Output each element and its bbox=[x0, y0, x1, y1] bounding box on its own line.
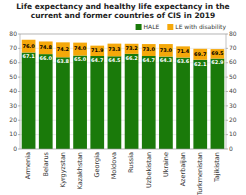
data-label: 73.0 bbox=[160, 47, 173, 53]
x-tick-label: Belarus bbox=[42, 151, 50, 176]
bar bbox=[90, 56, 104, 149]
y-tick-label: 70 bbox=[9, 44, 17, 51]
x-tick-label: Georgia bbox=[93, 152, 101, 178]
data-label: 69.7 bbox=[194, 51, 207, 57]
data-labels: 67.1 76.0 66.0 74.8 63.8 74.2 65.0 74.0 64.7 71.9… bbox=[22, 43, 224, 67]
data-label: 73.3 bbox=[108, 46, 121, 52]
y2-tick-label: 50 bbox=[229, 73, 237, 80]
bar bbox=[108, 56, 122, 149]
data-label: 66.2 bbox=[125, 55, 138, 61]
bar bbox=[159, 57, 173, 149]
x-tick-label: Kazakhstan bbox=[76, 152, 84, 189]
x-tick-label: Uzbekistan bbox=[145, 152, 153, 188]
bar bbox=[73, 43, 87, 56]
data-label: 67.1 bbox=[22, 53, 35, 59]
y2-tick-label: 60 bbox=[229, 58, 237, 65]
data-label: 73.0 bbox=[143, 46, 156, 52]
data-label: 74.0 bbox=[74, 45, 87, 51]
bar bbox=[73, 56, 87, 149]
data-label: 66.0 bbox=[40, 55, 53, 61]
data-label: 71.9 bbox=[91, 47, 104, 53]
y2-tick-label: 10 bbox=[229, 130, 237, 137]
bar bbox=[39, 54, 53, 149]
bar bbox=[176, 46, 190, 57]
legend-label: HALE bbox=[144, 23, 160, 30]
y-tick-label: 80 bbox=[9, 30, 17, 37]
data-label: 74.2 bbox=[57, 46, 70, 52]
x-tick-label: Armenia bbox=[24, 152, 32, 179]
title: Life expectancy and healthy life expecta… bbox=[16, 2, 229, 20]
bar bbox=[211, 49, 225, 58]
bar bbox=[176, 58, 190, 149]
x-tick-label: Russia bbox=[127, 152, 135, 173]
data-label: 65.0 bbox=[74, 56, 87, 62]
data-label: 64.5 bbox=[108, 57, 121, 63]
bar bbox=[108, 44, 122, 57]
y2-tick-label: 40 bbox=[229, 87, 237, 94]
data-label: 69.5 bbox=[211, 50, 224, 56]
bar bbox=[142, 44, 156, 56]
y-tick-label: 10 bbox=[9, 130, 17, 137]
legend-swatch bbox=[136, 24, 142, 30]
data-label: 64.7 bbox=[143, 57, 156, 63]
bar bbox=[22, 40, 36, 53]
y2-tick-label: 30 bbox=[229, 102, 237, 109]
x-tick-label: Ukraine bbox=[162, 152, 170, 177]
data-label: 64.3 bbox=[160, 57, 173, 63]
y2-tick-label: 20 bbox=[229, 116, 237, 123]
bar bbox=[159, 44, 173, 57]
x-tick-label: Turkmenistan bbox=[196, 152, 204, 195]
bar bbox=[193, 49, 207, 60]
data-label: 76.0 bbox=[22, 43, 35, 49]
data-label: 62.9 bbox=[211, 59, 224, 65]
data-label: 63.6 bbox=[177, 58, 190, 64]
y-tick-label: 40 bbox=[9, 87, 17, 94]
data-label: 73.2 bbox=[125, 45, 138, 51]
legend: HALE LE with disability bbox=[136, 23, 227, 31]
data-label: 64.7 bbox=[91, 57, 104, 63]
data-label: 74.8 bbox=[40, 44, 53, 50]
data-label: 71.4 bbox=[177, 48, 190, 54]
legend-label: LE with disability bbox=[175, 23, 226, 31]
bar bbox=[56, 42, 70, 57]
bar bbox=[39, 41, 53, 54]
bars bbox=[22, 40, 225, 149]
x-tick-label: Kyrgyzstan bbox=[59, 152, 67, 188]
y-tick-label: 60 bbox=[9, 58, 17, 65]
bar bbox=[125, 44, 139, 54]
y-tick-label: 30 bbox=[9, 102, 17, 109]
bar bbox=[125, 54, 139, 149]
bar bbox=[90, 46, 104, 56]
y2-tick-label: 80 bbox=[229, 30, 237, 37]
x-tick-label: Tajikistan bbox=[213, 152, 221, 183]
legend-swatch bbox=[167, 24, 173, 30]
data-label: 63.8 bbox=[57, 58, 70, 64]
x-tick-label: Moldova bbox=[110, 152, 118, 179]
y2-tick-label: 0 bbox=[229, 145, 233, 152]
bar bbox=[22, 53, 36, 149]
bar bbox=[142, 56, 156, 149]
y-tick-label: 0 bbox=[13, 145, 17, 152]
title-line: current and former countries of CIS in 2… bbox=[31, 11, 216, 20]
bar bbox=[193, 60, 207, 149]
bar bbox=[211, 59, 225, 149]
y-tick-label: 50 bbox=[9, 73, 17, 80]
x-tick-label: Azerbaijan bbox=[179, 152, 187, 186]
data-label: 62.1 bbox=[194, 61, 207, 67]
y-tick-label: 20 bbox=[9, 116, 17, 123]
plot-frame bbox=[20, 34, 226, 149]
y2-tick-label: 70 bbox=[229, 44, 237, 51]
chart: Life expectancy and healthy life expecta… bbox=[0, 0, 246, 195]
bar bbox=[56, 57, 70, 149]
title-line: Life expectancy and healthy life expecta… bbox=[16, 2, 229, 11]
